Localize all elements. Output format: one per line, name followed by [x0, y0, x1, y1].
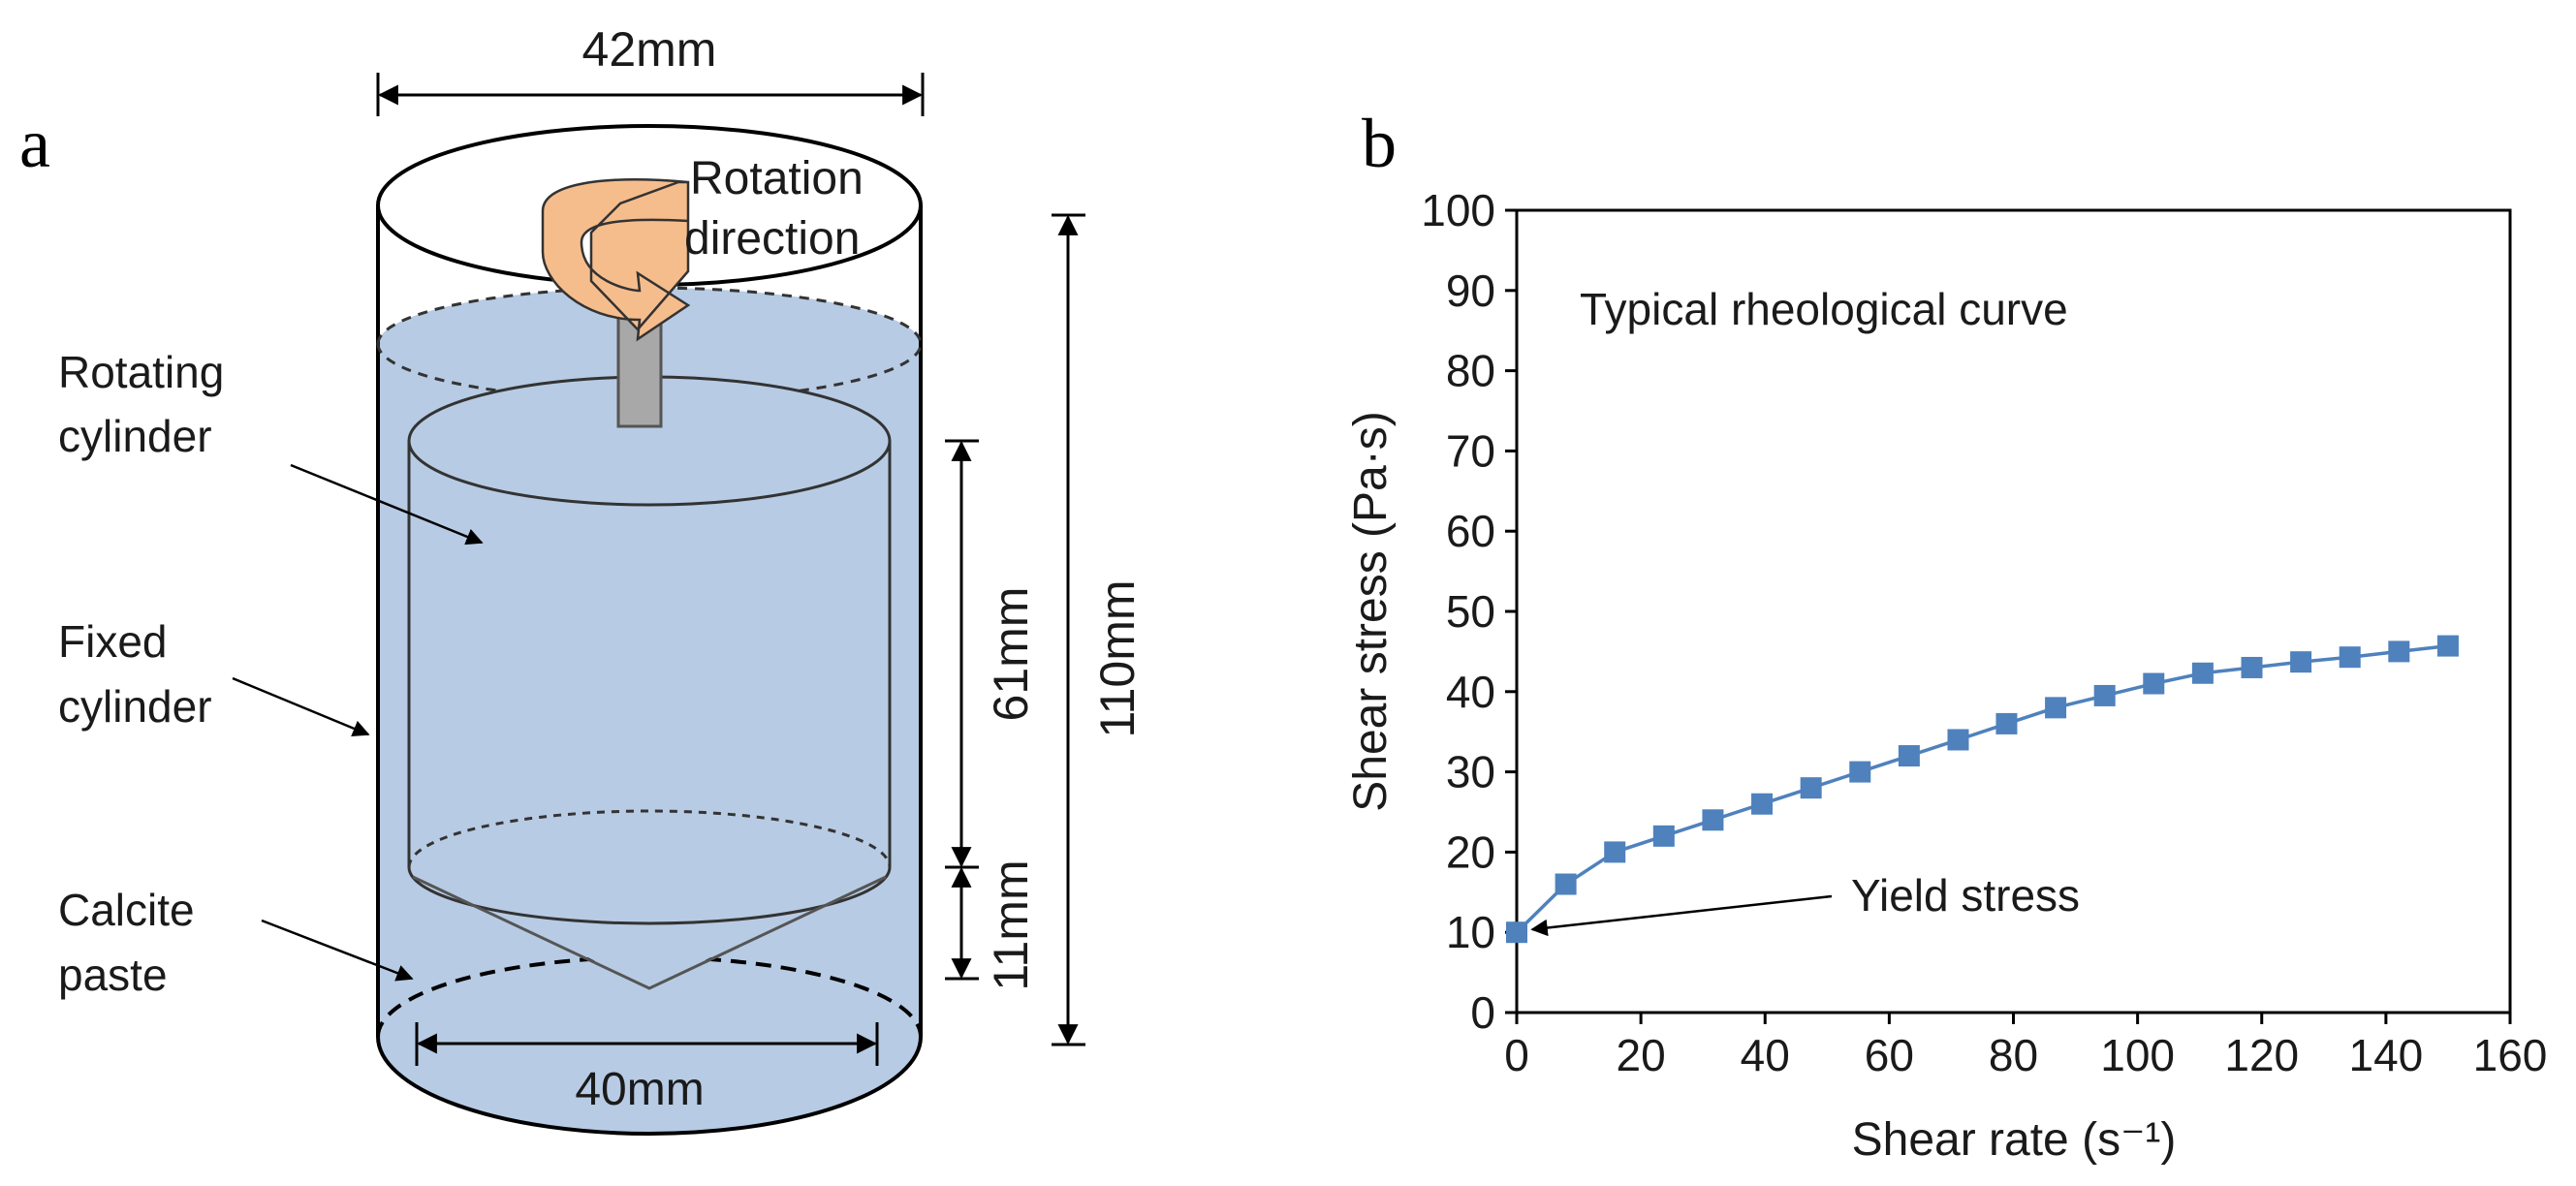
y-tick-label: 0 [1470, 987, 1495, 1038]
data-point [1898, 745, 1920, 767]
label-rotating-2: cylinder [58, 411, 212, 461]
label-fixed-2: cylinder [58, 681, 212, 732]
data-point [1751, 793, 1774, 815]
x-tick-label: 160 [2473, 1030, 2548, 1080]
dim-110mm: 110mm [1052, 213, 1145, 1046]
y-tick-label: 30 [1446, 747, 1495, 797]
annotation-yield-stress: Yield stress [1851, 870, 2080, 921]
dim-61mm-11mm: 61mm 11mm [945, 439, 1038, 991]
dim-bottom-40mm: 40mm [415, 1022, 879, 1115]
panel-a: a 42mm [19, 22, 1145, 1136]
rotating-cylinder [407, 375, 892, 990]
y-axis-label: Shear stress (Pa·s) [1345, 411, 1397, 811]
label-rotating-1: Rotating [58, 347, 224, 397]
data-point [1555, 873, 1577, 895]
bottom-dashed-back [376, 955, 923, 1038]
panel-letter-b: b [1362, 105, 1397, 182]
data-point [1652, 825, 1675, 847]
panel-letter-a: a [19, 105, 50, 182]
data-point [1604, 841, 1626, 863]
data-point [1849, 761, 1871, 783]
data-point [2241, 656, 2263, 678]
data-curve [1506, 635, 2459, 944]
y-tick-label: 10 [1446, 907, 1495, 957]
x-tick-label: 40 [1741, 1030, 1790, 1080]
label-paste-2: paste [58, 950, 168, 1000]
x-tick-label: 140 [2349, 1030, 2424, 1080]
x-tick-label: 60 [1865, 1030, 1914, 1080]
panel-b: b 0 20 40 60 80 100 120 140 160 0 10 20 30 40 50 60 70 80… [1345, 105, 2547, 1166]
rotation-label-1: Rotation [690, 153, 864, 204]
y-tick-label: 60 [1446, 506, 1495, 556]
dim-110mm-label: 110mm [1090, 579, 1145, 737]
label-paste-1: Calcite [58, 885, 195, 935]
axis-ticks: 0 20 40 60 80 100 120 140 160 0 10 20 30 40 50 60 70 80 90… [1421, 185, 2547, 1080]
pointer-rotating [290, 463, 484, 546]
x-tick-label: 80 [1989, 1030, 2038, 1080]
rotation-arrow-icon [541, 178, 691, 342]
annotation-pointer [1530, 894, 1833, 937]
data-point [2339, 646, 2361, 669]
y-tick-label: 100 [1421, 185, 1495, 235]
data-point [2436, 635, 2459, 657]
dim-top-42mm: 42mm [376, 22, 925, 116]
y-tick-label: 20 [1446, 827, 1495, 877]
data-point [1702, 809, 1724, 831]
dim-bottom-label: 40mm [575, 1064, 704, 1115]
data-point [1800, 777, 1822, 799]
dim-61mm-label: 61mm [984, 587, 1038, 722]
rotation-label-2: direction [684, 213, 860, 265]
data-point [2290, 651, 2312, 673]
data-point [1506, 921, 1527, 944]
dim-top-label: 42mm [582, 22, 717, 77]
x-tick-label: 100 [2100, 1030, 2175, 1080]
data-point [1947, 729, 1969, 751]
y-tick-label: 70 [1446, 425, 1495, 476]
label-fixed-1: Fixed [58, 616, 167, 667]
data-point [2143, 672, 2165, 695]
rheology-chart: 0 20 40 60 80 100 120 140 160 0 10 20 30 40 50 60 70 80 90… [1345, 185, 2547, 1166]
y-tick-label: 50 [1446, 586, 1495, 637]
x-tick-label: 120 [2224, 1030, 2299, 1080]
y-tick-label: 90 [1446, 265, 1495, 316]
data-point [2045, 697, 2067, 719]
data-point [1995, 712, 2018, 734]
y-tick-label: 40 [1446, 667, 1495, 717]
pointer-fixed [232, 676, 370, 737]
x-axis-label: Shear rate (s⁻¹) [1852, 1114, 2177, 1166]
x-tick-label: 20 [1617, 1030, 1666, 1080]
data-point [2093, 684, 2116, 706]
data-point [2191, 662, 2214, 684]
dim-11mm-label: 11mm [984, 859, 1038, 990]
data-point [2388, 640, 2410, 663]
pointer-paste [261, 919, 414, 982]
chart-title: Typical rheological curve [1580, 284, 2068, 334]
x-tick-label: 0 [1504, 1030, 1529, 1080]
y-tick-label: 80 [1446, 346, 1495, 396]
